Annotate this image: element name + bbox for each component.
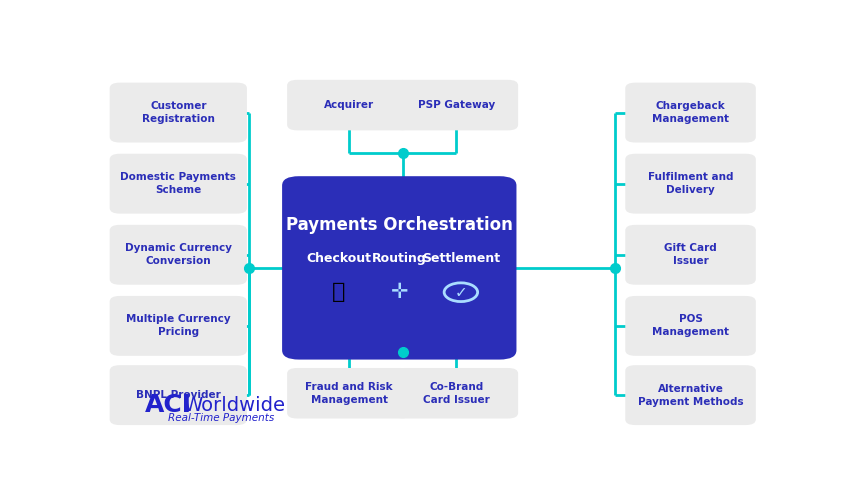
Text: ✓: ✓ — [454, 285, 467, 300]
FancyBboxPatch shape — [626, 365, 756, 425]
Text: Co-Brand
Card Issuer: Co-Brand Card Issuer — [422, 382, 490, 405]
Text: Customer
Registration: Customer Registration — [142, 101, 215, 124]
Text: ACI: ACI — [145, 393, 192, 417]
Text: Dynamic Currency
Conversion: Dynamic Currency Conversion — [124, 243, 232, 266]
FancyBboxPatch shape — [110, 83, 247, 142]
Text: Real-Time Payments: Real-Time Payments — [168, 413, 275, 422]
FancyBboxPatch shape — [394, 368, 518, 418]
Text: Multiple Currency
Pricing: Multiple Currency Pricing — [126, 314, 231, 337]
FancyBboxPatch shape — [626, 154, 756, 214]
FancyBboxPatch shape — [626, 296, 756, 356]
FancyBboxPatch shape — [626, 83, 756, 142]
Text: Fulfilment and
Delivery: Fulfilment and Delivery — [648, 172, 734, 195]
Text: Domestic Payments
Scheme: Domestic Payments Scheme — [120, 172, 236, 195]
Text: Alternative
Payment Methods: Alternative Payment Methods — [638, 383, 743, 407]
FancyBboxPatch shape — [110, 296, 247, 356]
Text: ✛: ✛ — [391, 282, 408, 302]
Text: PSP Gateway: PSP Gateway — [417, 100, 495, 110]
Text: Worldwide: Worldwide — [183, 396, 285, 415]
FancyBboxPatch shape — [110, 154, 247, 214]
FancyBboxPatch shape — [110, 365, 247, 425]
Text: POS
Management: POS Management — [652, 314, 729, 337]
FancyBboxPatch shape — [287, 80, 411, 130]
Text: Chargeback
Management: Chargeback Management — [652, 101, 729, 124]
Text: 🛒: 🛒 — [333, 282, 346, 302]
Text: Gift Card
Issuer: Gift Card Issuer — [664, 243, 717, 266]
FancyBboxPatch shape — [394, 80, 518, 130]
Text: Payments Orchestration: Payments Orchestration — [286, 216, 512, 234]
Text: BNPL Provider: BNPL Provider — [136, 390, 220, 400]
Text: Fraud and Risk
Management: Fraud and Risk Management — [305, 382, 393, 405]
FancyBboxPatch shape — [110, 225, 247, 285]
Text: Routing: Routing — [372, 252, 427, 265]
Text: Acquirer: Acquirer — [324, 100, 374, 110]
Text: Settlement: Settlement — [422, 252, 500, 265]
FancyBboxPatch shape — [287, 368, 411, 418]
FancyBboxPatch shape — [282, 176, 517, 360]
Text: Checkout: Checkout — [307, 252, 372, 265]
FancyBboxPatch shape — [626, 225, 756, 285]
